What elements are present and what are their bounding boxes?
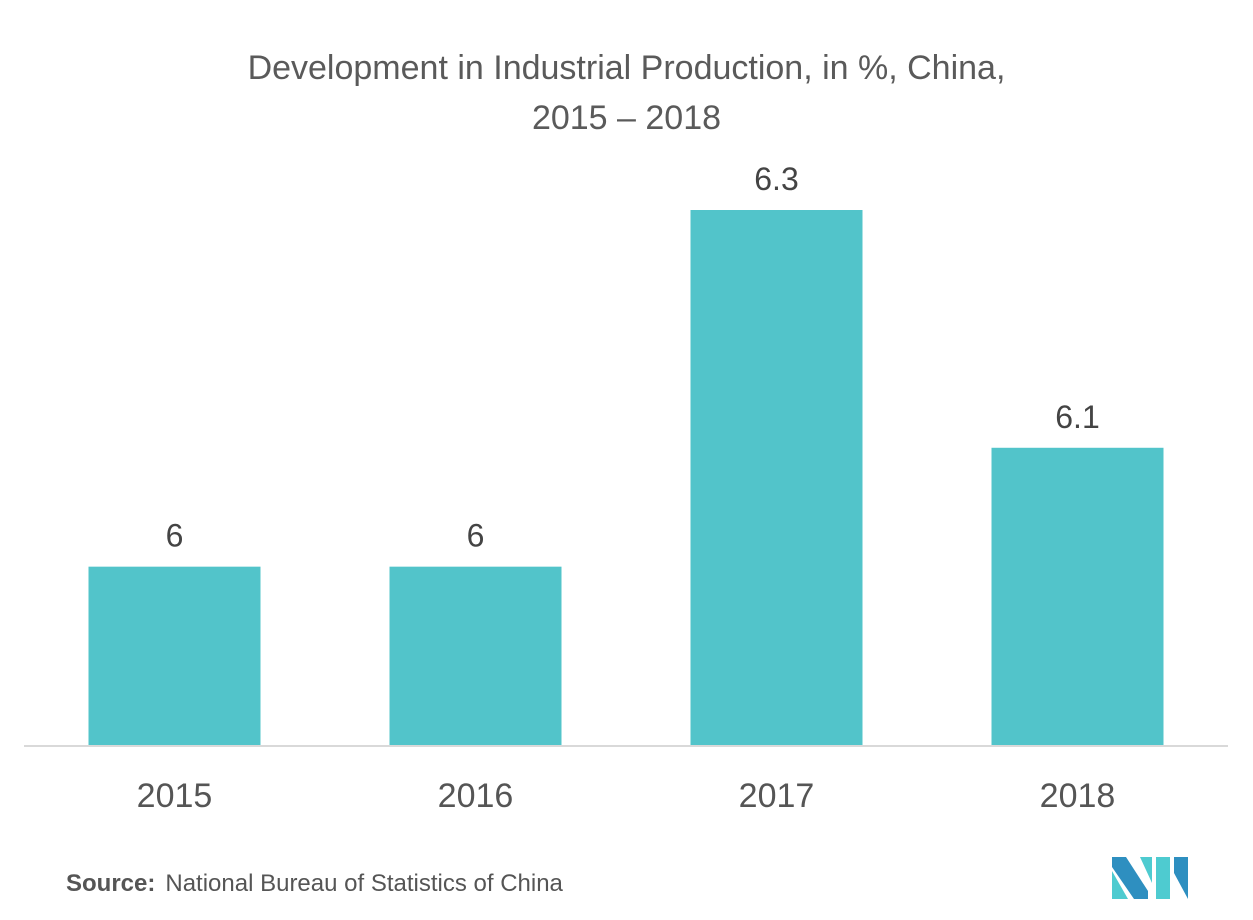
source-text: National Bureau of Statistics of China: [165, 870, 563, 897]
data-label-2018: 6.1: [1055, 399, 1099, 435]
bar-2015: [88, 566, 261, 745]
bar-2017: [690, 210, 863, 745]
x-tick-label-2018: 2018: [1040, 777, 1116, 815]
source-label: Source:: [66, 870, 156, 897]
mordor-intelligence-logo-icon: [1112, 857, 1188, 899]
x-tick-label-2016: 2016: [438, 777, 514, 815]
chart-title: Development in Industrial Production, in…: [247, 49, 1006, 87]
chart-subtitle: 2015 – 2018: [531, 99, 722, 137]
bar-chart: 6 2015 6 2016 6.3 2017 6.1 2018: [24, 161, 1228, 815]
x-tick-label-2017: 2017: [739, 777, 815, 815]
source-note: Source: National Bureau of Statistics of …: [66, 870, 563, 898]
data-label-2017: 6.3: [754, 161, 798, 197]
data-label-2016: 6: [467, 518, 485, 554]
bar-2016: [389, 566, 562, 745]
x-tick-label-2015: 2015: [137, 777, 213, 815]
bar-2018: [991, 447, 1164, 745]
data-label-2015: 6: [166, 518, 184, 554]
